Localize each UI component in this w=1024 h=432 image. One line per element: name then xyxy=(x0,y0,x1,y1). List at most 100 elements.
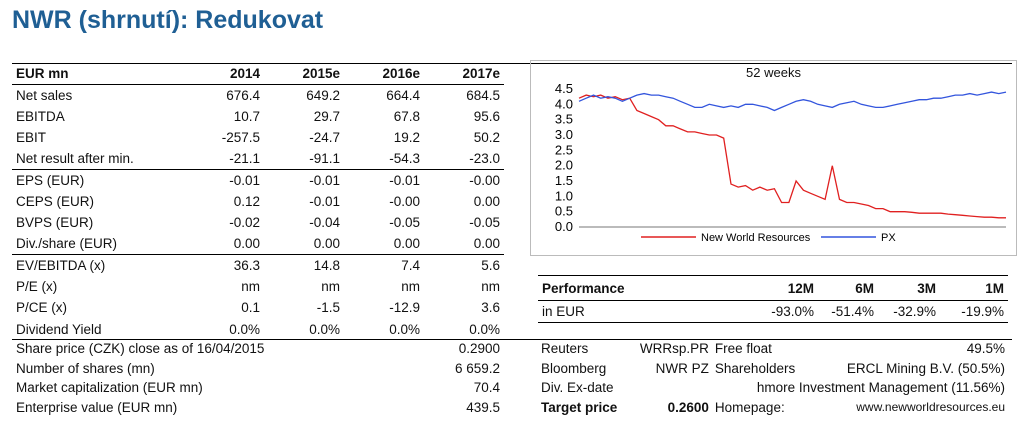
row-value: nm xyxy=(401,279,420,295)
divdate-label: Div. Ex-date xyxy=(541,380,614,396)
top-divider xyxy=(12,63,1012,64)
y-tick-label: 2.0 xyxy=(555,158,573,173)
chart-title: 52 weeks xyxy=(746,65,801,80)
financials-row: Div./share (EUR) 0.00 0.00 0.00 0.00 xyxy=(12,233,504,254)
target-label: Target price xyxy=(541,399,618,415)
info-row-2: Bloomberg NWR PZ Shareholders ERCL Minin… xyxy=(538,359,1008,379)
row-label: EPS (EUR) xyxy=(12,168,192,191)
row-value: -0.04 xyxy=(309,215,340,231)
summary-label: Enterprise value (EUR mn) xyxy=(16,399,178,415)
financials-row: EBITDA 10.7 29.7 67.8 95.6 xyxy=(12,106,504,127)
financials-row: EV/EBITDA (x) 36.3 14.8 7.4 5.6 xyxy=(12,254,504,276)
row-value: -21.1 xyxy=(229,151,260,167)
row-value: -0.01 xyxy=(264,168,344,191)
shareholders-label: Shareholders xyxy=(714,360,796,376)
row-value: 0.0% xyxy=(309,321,340,337)
row-value: 36.3 xyxy=(192,254,264,276)
bloomberg-label: Bloomberg xyxy=(541,360,607,376)
summary-value: 70.4 xyxy=(473,380,500,396)
summary-row: Number of shares (mn) 6 659.2 xyxy=(12,359,504,379)
row-value: 19.2 xyxy=(393,130,420,146)
summary-label: Number of shares (mn) xyxy=(16,360,155,376)
row-value: nm xyxy=(481,279,500,295)
row-value: -0.05 xyxy=(469,215,500,231)
row-value: 684.5 xyxy=(466,87,500,103)
summary-value: 6 659.2 xyxy=(454,360,500,376)
perf-3m: -32.9% xyxy=(878,300,940,323)
row-value: -1.5 xyxy=(316,300,340,316)
row-value: -0.01 xyxy=(192,168,264,191)
target-value: 0.2600 xyxy=(667,399,709,415)
price-chart: 52 weeks 4.5 4.0 3.5 3.0 2.5 2.0 1.5 1.0 0.5 0.0 N… xyxy=(530,60,1017,256)
row-label: CEPS (EUR) xyxy=(16,193,95,209)
y-tick-label: 0.0 xyxy=(555,219,573,234)
row-label: Net result after min. xyxy=(16,151,134,167)
row-label: Dividend Yield xyxy=(16,321,102,337)
row-value: 0.00 xyxy=(473,193,500,209)
row-value: 29.7 xyxy=(313,108,340,124)
reuters-label: Reuters xyxy=(541,341,589,357)
reuters-value: WRRsp.PR xyxy=(639,341,709,357)
row-value: 0.0% xyxy=(229,321,260,337)
row-value: 0.0% xyxy=(469,321,500,337)
performance-table: Performance 12M 6M 3M 1M in EUR -93.0% -… xyxy=(538,278,1008,323)
summary-row: Share price (CZK) close as of 16/04/2015… xyxy=(12,339,504,359)
row-label: Net sales xyxy=(16,87,73,103)
perf-header-3m: 3M xyxy=(878,278,940,301)
row-label: EBIT xyxy=(16,130,47,146)
perf-header-label: Performance xyxy=(538,278,748,301)
row-value: 0.00 xyxy=(473,236,500,252)
row-value: -23.0 xyxy=(469,151,500,167)
row-value: 0.00 xyxy=(233,236,260,252)
financials-row: BVPS (EUR) -0.02 -0.04 -0.05 -0.05 xyxy=(12,212,504,233)
y-tick-label: 2.5 xyxy=(555,142,573,157)
row-value: 0.1 xyxy=(241,300,260,316)
perf-header-12m: 12M xyxy=(748,278,818,301)
homepage-label: Homepage: xyxy=(714,399,785,415)
row-value: 3.6 xyxy=(481,300,500,316)
info-divider xyxy=(538,339,1008,340)
row-value: -0.01 xyxy=(309,193,340,209)
header-2014: 2014 xyxy=(192,63,264,85)
summary-table: Share price (CZK) close as of 16/04/2015… xyxy=(12,339,504,417)
series-line-nwr xyxy=(578,94,1006,219)
perf-header-6m: 6M xyxy=(818,278,878,301)
row-label: BVPS (EUR) xyxy=(16,215,94,231)
row-value: 14.8 xyxy=(264,254,344,276)
row-value: -24.7 xyxy=(309,130,340,146)
summary-label: Share price (CZK) close as of 16/04/2015 xyxy=(16,341,265,357)
row-value: 10.7 xyxy=(233,108,260,124)
row-label: EBITDA xyxy=(16,108,65,124)
perf-12m: -93.0% xyxy=(748,300,818,323)
summary-value: 0.2900 xyxy=(458,341,500,357)
header-2016e: 2016e xyxy=(344,63,424,85)
row-value: nm xyxy=(321,279,340,295)
y-tick-label: 1.0 xyxy=(555,188,573,203)
financials-row: EPS (EUR) -0.01 -0.01 -0.01 -0.00 xyxy=(12,168,504,191)
perf-header-1m: 1M xyxy=(940,278,1008,301)
series-line-px xyxy=(578,91,1007,112)
perf-header-row: Performance 12M 6M 3M 1M xyxy=(538,278,1008,301)
summary-label: Market capitalization (EUR mn) xyxy=(16,380,203,396)
row-value: 0.0% xyxy=(389,321,420,337)
summary-row: Market capitalization (EUR mn) 70.4 xyxy=(12,378,504,398)
financials-table: EUR mn 2014 2015e 2016e 2017e Net sales 6… xyxy=(12,63,504,340)
row-value: 676.4 xyxy=(226,87,260,103)
row-value: 7.4 xyxy=(344,254,424,276)
financials-row: P/E (x) nm nm nm nm xyxy=(12,276,504,297)
y-tick-label: 0.5 xyxy=(555,204,573,219)
perf-6m: -51.4% xyxy=(818,300,878,323)
row-value: -257.5 xyxy=(221,130,260,146)
financials-row: Dividend Yield 0.0% 0.0% 0.0% 0.0% xyxy=(12,319,504,340)
freefloat-value: 49.5% xyxy=(966,341,1005,357)
summary-value: 439.5 xyxy=(466,399,500,415)
summary-row: Enterprise value (EUR mn) 439.5 xyxy=(12,398,504,418)
row-value: 664.4 xyxy=(386,87,420,103)
summary-divider xyxy=(12,339,1012,340)
row-value: 0.12 xyxy=(233,193,260,209)
perf-row-label: in EUR xyxy=(538,300,748,323)
info-table: Reuters WRRsp.PR Free float 49.5% Bloomb… xyxy=(538,339,1008,417)
financials-row: EBIT -257.5 -24.7 19.2 50.2 xyxy=(12,127,504,148)
row-value: -0.01 xyxy=(344,168,424,191)
row-label: P/CE (x) xyxy=(16,300,68,316)
